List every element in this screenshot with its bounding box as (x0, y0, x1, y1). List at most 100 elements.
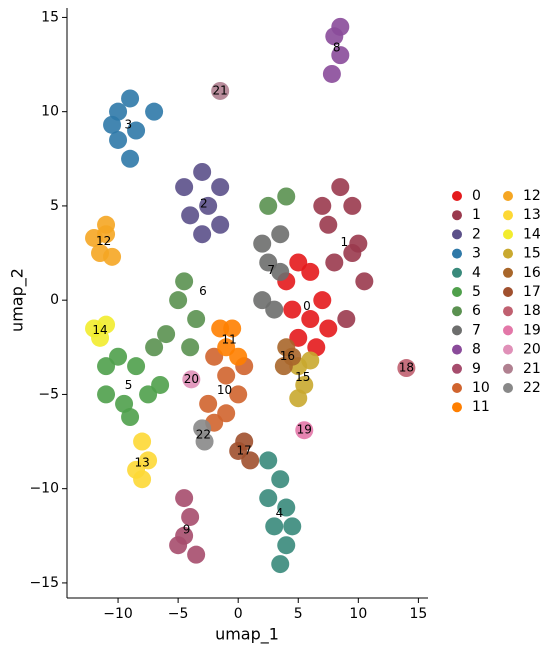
point (277, 536, 296, 555)
point (97, 315, 116, 334)
point (175, 178, 194, 197)
point (217, 366, 236, 385)
legend-marker (452, 402, 462, 413)
cluster-label: 1 (340, 235, 348, 249)
cluster-label: 5 (125, 378, 133, 392)
y-axis-label: umap_2 (8, 268, 28, 332)
legend-marker (503, 306, 513, 317)
x-tick-label: 0 (234, 606, 243, 622)
legend-marker (452, 383, 462, 393)
points (85, 17, 416, 574)
point (127, 121, 146, 140)
legend-marker (452, 229, 462, 240)
cluster-label: 2 (200, 196, 208, 210)
legend-label: 13 (523, 207, 541, 223)
point (169, 536, 188, 555)
x-tick-label: −5 (168, 606, 189, 622)
point (325, 253, 344, 272)
y-tick-label: 10 (41, 104, 59, 120)
point (253, 234, 272, 253)
x-tick-label: 5 (294, 606, 303, 622)
cluster-label: 11 (222, 333, 237, 347)
legend-label: 10 (472, 380, 490, 396)
point (145, 102, 164, 121)
point (193, 225, 212, 244)
point (313, 291, 332, 310)
point (343, 244, 362, 263)
point (145, 338, 164, 357)
point (355, 272, 374, 291)
y-tick-label: −10 (29, 481, 59, 497)
point (121, 89, 140, 108)
legend-label: 20 (523, 342, 541, 358)
legend-marker (452, 210, 462, 221)
y-tick-label: 5 (50, 198, 59, 214)
point (283, 300, 302, 319)
point (259, 451, 278, 470)
point (109, 347, 128, 366)
point (182, 370, 201, 389)
cluster-label: 6 (199, 284, 207, 298)
point (181, 338, 200, 357)
cluster-label: 17 (237, 443, 252, 457)
point (193, 162, 212, 181)
cluster-label: 9 (183, 523, 191, 537)
point (127, 357, 146, 376)
point (195, 432, 214, 451)
point (277, 187, 296, 206)
cluster-label: 15 (295, 370, 310, 384)
legend-label: 21 (523, 361, 541, 377)
point (283, 517, 302, 536)
point (277, 498, 296, 517)
legend-label: 16 (523, 265, 541, 281)
cluster-label: 20 (184, 372, 199, 386)
legend-marker (452, 287, 462, 297)
legend-label: 14 (523, 226, 541, 242)
legend-marker (452, 325, 462, 336)
point (181, 206, 200, 225)
legend-label: 18 (523, 303, 541, 319)
point (157, 325, 176, 344)
legend-marker (503, 248, 513, 259)
legend-label: 9 (472, 361, 481, 377)
cluster-label: 8 (333, 41, 341, 55)
cluster-label: 13 (134, 455, 149, 469)
point (121, 149, 140, 168)
point (322, 64, 341, 83)
x-axis-label: umap_1 (215, 625, 279, 645)
legend-marker (503, 287, 513, 297)
legend-marker (503, 383, 513, 393)
legend-label: 11 (472, 399, 490, 415)
legend-label: 22 (523, 380, 541, 396)
x-tick-label: −10 (103, 606, 133, 622)
point (175, 272, 194, 291)
legend-label: 2 (472, 226, 481, 242)
point (319, 215, 338, 234)
point (187, 310, 206, 329)
y-tick-label: −5 (38, 386, 59, 402)
point (274, 357, 293, 376)
point (223, 319, 242, 338)
point (199, 394, 218, 413)
point (295, 421, 314, 440)
point (229, 385, 248, 404)
point (97, 215, 116, 234)
legend-label: 15 (523, 246, 541, 262)
legend-marker (503, 229, 513, 240)
point (289, 389, 308, 408)
point (133, 432, 152, 451)
point (313, 196, 332, 215)
legend-label: 17 (523, 284, 541, 300)
cluster-label: 21 (213, 83, 228, 97)
cluster-label: 4 (276, 506, 284, 520)
legend-marker (452, 363, 462, 374)
point (109, 130, 128, 149)
y-tick-label: −15 (29, 575, 59, 591)
cluster-label: 16 (280, 349, 295, 363)
point (265, 300, 284, 319)
point (169, 291, 188, 310)
legend-label: 3 (472, 246, 481, 262)
cluster-label: 0 (303, 299, 311, 313)
